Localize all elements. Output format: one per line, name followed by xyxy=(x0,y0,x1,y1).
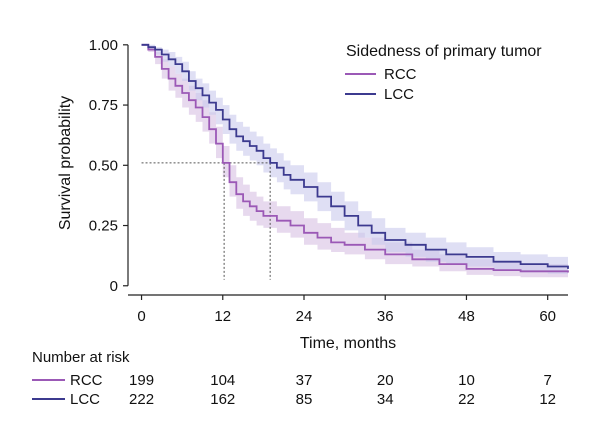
risk-value-lcc: 22 xyxy=(458,391,475,408)
y-tick-label: 1.00 xyxy=(89,37,118,54)
ci-band-rcc xyxy=(141,44,568,279)
y-tick-labels: 0 0.25 0.50 0.75 1.00 xyxy=(89,37,118,295)
risk-value-lcc: 34 xyxy=(377,391,394,408)
y-tick-label: 0.50 xyxy=(89,157,118,174)
x-axis-title: Time, months xyxy=(300,335,396,352)
legend-label-lcc: LCC xyxy=(384,86,414,103)
risk-label-rcc: RCC xyxy=(70,372,103,389)
risk-label-lcc: LCC xyxy=(70,391,100,408)
x-tick-label: 36 xyxy=(377,308,394,325)
x-tick-label: 48 xyxy=(458,308,475,325)
risk-value-rcc: 37 xyxy=(296,372,313,389)
median-reference-lines xyxy=(141,162,271,280)
x-tick-label: 12 xyxy=(214,308,231,325)
survival-curve-lcc xyxy=(141,43,569,269)
x-tick-label: 24 xyxy=(296,308,313,325)
y-tick-label: 0.75 xyxy=(89,97,118,114)
legend-title: Sidedness of primary tumor xyxy=(346,43,542,60)
x-tick-labels: 0 12 24 36 48 60 xyxy=(137,308,556,325)
legend: Sidedness of primary tumor RCC LCC xyxy=(345,43,542,103)
legend-label-rcc: RCC xyxy=(384,66,417,83)
risk-value-lcc: 12 xyxy=(539,391,556,408)
risk-value-lcc: 222 xyxy=(129,391,154,408)
risk-value-lcc: 85 xyxy=(296,391,313,408)
risk-values: 199 104 37 20 10 7 222 162 85 34 22 12 xyxy=(129,372,556,408)
ci-band-lcc xyxy=(141,44,568,277)
survival-curve-rcc xyxy=(141,43,569,273)
survival-curves xyxy=(141,43,569,273)
y-tick-label: 0 xyxy=(110,278,118,295)
risk-value-rcc: 20 xyxy=(377,372,394,389)
risk-value-lcc: 162 xyxy=(210,391,235,408)
x-tick-label: 60 xyxy=(539,308,556,325)
x-tick-label: 0 xyxy=(137,308,145,325)
risk-value-rcc: 10 xyxy=(458,372,475,389)
y-axis-title: Survival probability xyxy=(57,96,74,230)
risk-value-rcc: 104 xyxy=(210,372,235,389)
y-tick-label: 0.25 xyxy=(89,218,118,235)
confidence-bands xyxy=(141,44,568,279)
risk-value-rcc: 199 xyxy=(129,372,154,389)
risk-value-rcc: 7 xyxy=(544,372,552,389)
risk-table-title: Number at risk xyxy=(32,349,130,366)
axes xyxy=(123,44,568,300)
